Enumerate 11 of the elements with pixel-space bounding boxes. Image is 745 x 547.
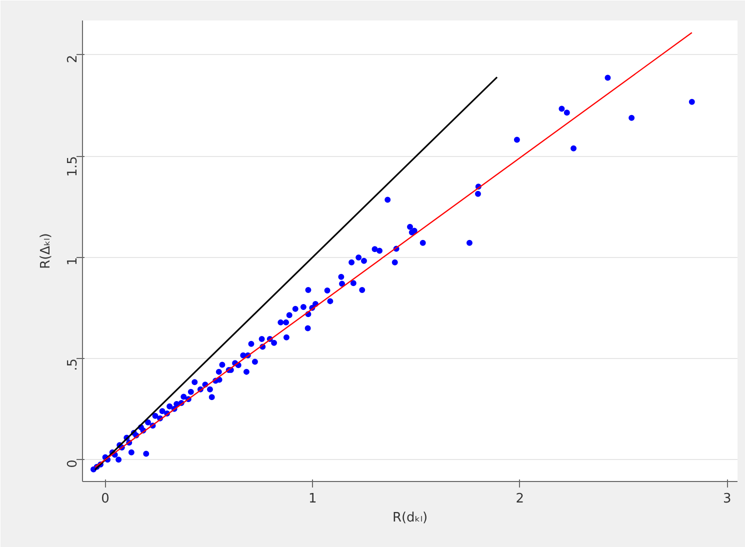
x-tick-label: 1 <box>308 492 317 506</box>
x-tick-label: 2 <box>516 492 524 506</box>
x-tick-label: 3 <box>723 492 732 506</box>
y-tick-label: .5 <box>66 358 80 371</box>
y-tick-label: 0 <box>66 460 80 468</box>
y-tick-label: 1 <box>66 257 80 266</box>
x-tick-label: 0 <box>101 492 110 506</box>
y-tick-label: 2 <box>66 54 80 64</box>
x-axis-title: R(dₖₗ) <box>392 510 428 526</box>
y-axis-title: R(Δₖₗ) <box>38 233 54 269</box>
y-tick-label: 1.5 <box>66 156 80 177</box>
